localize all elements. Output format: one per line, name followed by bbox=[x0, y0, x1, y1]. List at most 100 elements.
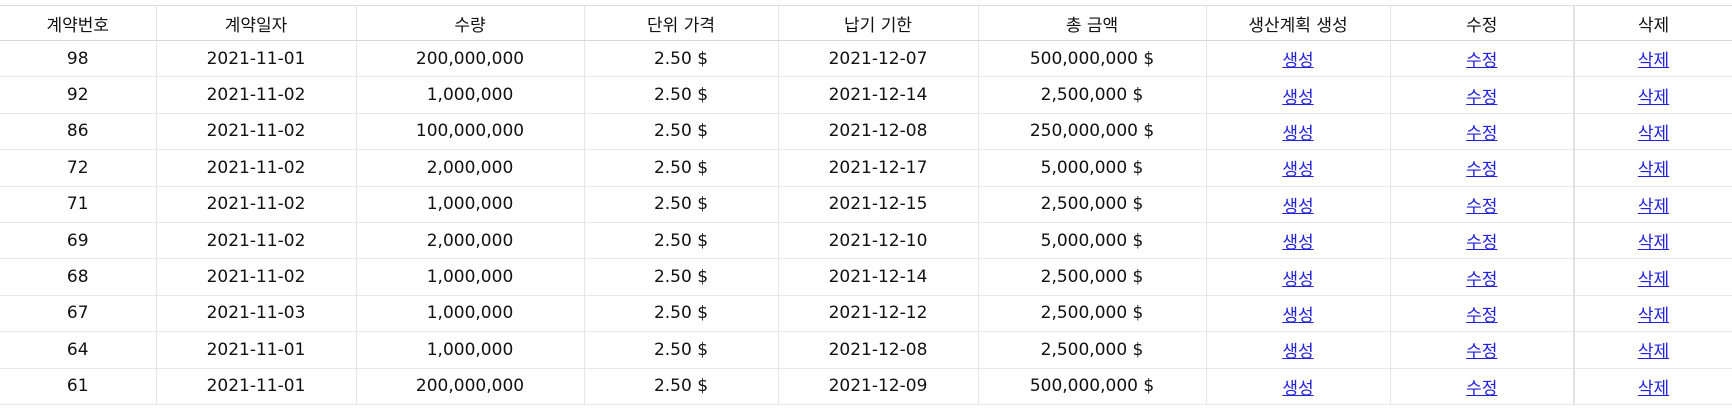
edit-link[interactable]: 수정 bbox=[1466, 196, 1498, 217]
cell-due-date: 2021-12-12 bbox=[777, 295, 978, 333]
delete-link[interactable]: 삭제 bbox=[1637, 123, 1670, 144]
cell-contract-no: 67 bbox=[0, 295, 156, 333]
cell-contract-no: 92 bbox=[0, 76, 156, 114]
cell-contract-no: 86 bbox=[0, 113, 156, 151]
cell-quantity: 200,000,000 bbox=[355, 40, 584, 78]
cell-contract-no: 61 bbox=[0, 368, 156, 405]
cell-due-date: 2021-12-08 bbox=[777, 113, 978, 151]
edit-link[interactable]: 수정 bbox=[1466, 51, 1498, 72]
edit-link[interactable]: 수정 bbox=[1466, 269, 1498, 290]
cell-contract-no: 71 bbox=[0, 186, 156, 223]
create-plan-link[interactable]: 생성 bbox=[1282, 160, 1314, 181]
cell-create-plan: 생성 bbox=[1205, 113, 1390, 151]
cell-quantity: 1,000,000 bbox=[355, 186, 584, 223]
cell-contract-no: 72 bbox=[0, 149, 156, 187]
cell-due-date: 2021-12-10 bbox=[777, 222, 978, 260]
cell-quantity: 2,000,000 bbox=[355, 149, 584, 187]
cell-unit-price: 2.50 $ bbox=[583, 368, 778, 405]
delete-link[interactable]: 삭제 bbox=[1637, 51, 1670, 72]
cell-due-date: 2021-12-14 bbox=[777, 258, 978, 296]
cell-total-amount: 2,500,000 $ bbox=[977, 76, 1206, 114]
cell-contract-date: 2021-11-01 bbox=[155, 40, 356, 78]
cell-total-amount: 2,500,000 $ bbox=[977, 186, 1206, 223]
create-plan-link[interactable]: 생성 bbox=[1282, 123, 1314, 144]
cell-create-plan: 생성 bbox=[1205, 368, 1390, 405]
edit-link[interactable]: 수정 bbox=[1466, 305, 1498, 326]
header-row: 계약번호 계약일자 수량 단위 가격 납기 기한 총 금액 생산계획 생성 수정… bbox=[0, 5, 1732, 41]
header-quantity: 수량 bbox=[355, 5, 584, 41]
cell-total-amount: 2,500,000 $ bbox=[977, 331, 1206, 369]
delete-link[interactable]: 삭제 bbox=[1637, 160, 1670, 181]
cell-unit-price: 2.50 $ bbox=[583, 222, 778, 260]
cell-contract-no: 64 bbox=[0, 331, 156, 369]
edit-link[interactable]: 수정 bbox=[1466, 342, 1498, 363]
cell-contract-date: 2021-11-01 bbox=[155, 368, 356, 405]
cell-quantity: 1,000,000 bbox=[355, 258, 584, 296]
delete-link[interactable]: 삭제 bbox=[1637, 342, 1670, 363]
cell-total-amount: 5,000,000 $ bbox=[977, 149, 1206, 187]
cell-delete: 삭제 bbox=[1573, 76, 1732, 114]
edit-link[interactable]: 수정 bbox=[1466, 378, 1498, 399]
cell-contract-no: 68 bbox=[0, 258, 156, 296]
table-row: 86 2021-11-02 100,000,000 2.50 $2021-12-08 2… bbox=[0, 113, 1732, 151]
table-body: 98 2021-11-01 200,000,000 2.50 $2021-12-07 5… bbox=[0, 40, 1732, 405]
cell-quantity: 200,000,000 bbox=[355, 368, 584, 405]
header-unit-price: 단위 가격 bbox=[583, 5, 778, 41]
cell-create-plan: 생성 bbox=[1205, 258, 1390, 296]
cell-due-date: 2021-12-14 bbox=[777, 76, 978, 114]
cell-contract-date: 2021-11-02 bbox=[155, 258, 356, 296]
cell-unit-price: 2.50 $ bbox=[583, 258, 778, 296]
create-plan-link[interactable]: 생성 bbox=[1282, 305, 1314, 326]
cell-create-plan: 생성 bbox=[1205, 186, 1390, 223]
cell-edit: 수정 bbox=[1389, 295, 1574, 333]
cell-total-amount: 5,000,000 $ bbox=[977, 222, 1206, 260]
cell-unit-price: 2.50 $ bbox=[583, 76, 778, 114]
create-plan-link[interactable]: 생성 bbox=[1282, 342, 1314, 363]
edit-link[interactable]: 수정 bbox=[1466, 233, 1498, 254]
delete-link[interactable]: 삭제 bbox=[1637, 305, 1670, 326]
cell-create-plan: 생성 bbox=[1205, 76, 1390, 114]
edit-link[interactable]: 수정 bbox=[1466, 123, 1498, 144]
cell-create-plan: 생성 bbox=[1205, 222, 1390, 260]
delete-link[interactable]: 삭제 bbox=[1637, 233, 1670, 254]
cell-edit: 수정 bbox=[1389, 76, 1574, 114]
contracts-table: 계약번호 계약일자 수량 단위 가격 납기 기한 총 금액 생산계획 생성 수정… bbox=[0, 5, 1732, 405]
header-total-amount: 총 금액 bbox=[977, 5, 1206, 41]
cell-edit: 수정 bbox=[1389, 331, 1574, 369]
header-due-date: 납기 기한 bbox=[777, 5, 978, 41]
create-plan-link[interactable]: 생성 bbox=[1282, 269, 1314, 290]
create-plan-link[interactable]: 생성 bbox=[1282, 196, 1314, 217]
create-plan-link[interactable]: 생성 bbox=[1282, 378, 1314, 399]
cell-unit-price: 2.50 $ bbox=[583, 295, 778, 333]
delete-link[interactable]: 삭제 bbox=[1637, 196, 1670, 217]
cell-unit-price: 2.50 $ bbox=[583, 331, 778, 369]
cell-create-plan: 생성 bbox=[1205, 149, 1390, 187]
cell-due-date: 2021-12-09 bbox=[777, 368, 978, 405]
create-plan-link[interactable]: 생성 bbox=[1282, 233, 1314, 254]
cell-edit: 수정 bbox=[1389, 40, 1574, 78]
cell-delete: 삭제 bbox=[1573, 149, 1732, 187]
edit-link[interactable]: 수정 bbox=[1466, 87, 1498, 108]
delete-link[interactable]: 삭제 bbox=[1637, 269, 1670, 290]
cell-contract-no: 69 bbox=[0, 222, 156, 260]
cell-total-amount: 2,500,000 $ bbox=[977, 295, 1206, 333]
cell-contract-date: 2021-11-02 bbox=[155, 186, 356, 223]
cell-delete: 삭제 bbox=[1573, 113, 1732, 151]
table-row: 68 2021-11-02 1,000,000 2.50 $2021-12-14 2,5… bbox=[0, 258, 1732, 296]
cell-quantity: 2,000,000 bbox=[355, 222, 584, 260]
create-plan-link[interactable]: 생성 bbox=[1282, 87, 1314, 108]
cell-edit: 수정 bbox=[1389, 368, 1574, 405]
create-plan-link[interactable]: 생성 bbox=[1282, 51, 1314, 72]
cell-quantity: 1,000,000 bbox=[355, 295, 584, 333]
delete-link[interactable]: 삭제 bbox=[1637, 87, 1670, 108]
cell-delete: 삭제 bbox=[1573, 368, 1732, 405]
header-contract-date: 계약일자 bbox=[155, 5, 356, 41]
cell-contract-date: 2021-11-03 bbox=[155, 295, 356, 333]
delete-link[interactable]: 삭제 bbox=[1637, 378, 1670, 399]
cell-due-date: 2021-12-08 bbox=[777, 331, 978, 369]
cell-unit-price: 2.50 $ bbox=[583, 149, 778, 187]
table-row: 61 2021-11-01 200,000,000 2.50 $2021-12-09 5… bbox=[0, 368, 1732, 405]
edit-link[interactable]: 수정 bbox=[1466, 160, 1498, 181]
table-row: 69 2021-11-02 2,000,000 2.50 $2021-12-10 5,0… bbox=[0, 222, 1732, 260]
cell-edit: 수정 bbox=[1389, 149, 1574, 187]
